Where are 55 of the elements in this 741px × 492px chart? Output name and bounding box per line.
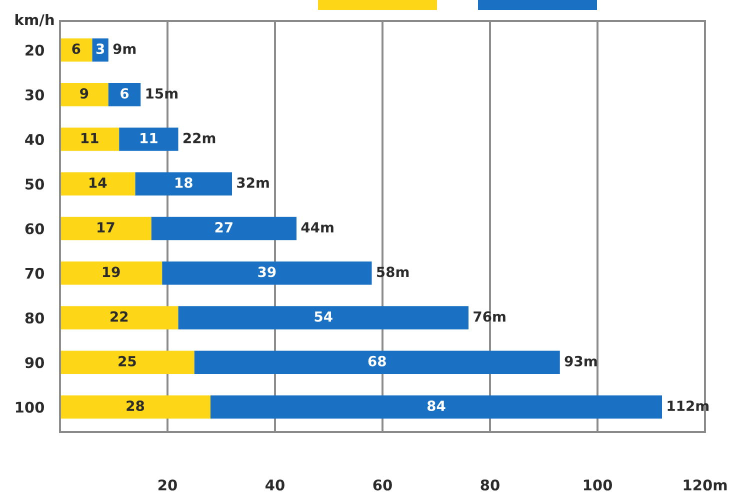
y-tick-label: 20: [26, 44, 44, 56]
bar: [151, 216, 296, 240]
y-tick-label: 80: [25, 312, 44, 324]
x-tick-label: 80: [480, 479, 500, 491]
x-tick-label: 100: [584, 479, 612, 491]
data-label: 6: [72, 44, 80, 54]
y-tick-label: 100: [16, 402, 44, 413]
data-label: 54: [314, 311, 332, 322]
bar: [135, 172, 232, 196]
data-label: 19: [102, 266, 120, 278]
y-tick-label: 90: [25, 357, 44, 368]
x-tick-label: 40: [266, 479, 284, 491]
data-label: 22: [110, 311, 128, 322]
bar: [60, 350, 194, 374]
total-label: 9m: [113, 44, 136, 54]
data-label: 25: [118, 356, 136, 366]
bar: [194, 350, 560, 374]
bar: [119, 128, 178, 151]
data-label: 27: [215, 222, 232, 232]
bar: [108, 83, 141, 106]
y-tick-label: 40: [25, 134, 44, 146]
bar: [60, 306, 178, 330]
data-label: 84: [427, 400, 446, 412]
data-label: 39: [258, 266, 276, 278]
x-tick-label: 20: [158, 479, 177, 491]
bar: [162, 262, 372, 285]
data-label: 68: [368, 356, 386, 366]
total-label: 44m: [301, 222, 334, 232]
x-tick-label: 120m: [684, 479, 727, 491]
data-label: 17: [98, 222, 114, 232]
bar: [60, 262, 162, 285]
data-label: 11: [81, 132, 98, 144]
total-label: 32m: [237, 177, 269, 188]
total-label: 93m: [564, 356, 597, 366]
bar: [60, 128, 120, 151]
y-tick-label: 60: [25, 223, 44, 234]
y-tick-label: 50: [26, 178, 44, 190]
bar: [60, 216, 152, 240]
data-label: 11: [140, 132, 158, 144]
data-label: 28: [126, 400, 144, 412]
bar: [178, 306, 468, 330]
bar: [210, 395, 662, 419]
x-tick-label: 60: [373, 479, 392, 491]
data-label: 14: [90, 178, 107, 188]
y-tick-label: 30: [25, 89, 44, 100]
data-label: 3: [96, 44, 104, 54]
data-label: 6: [120, 88, 129, 99]
total-label: 22m: [184, 132, 216, 144]
bar: [60, 172, 136, 196]
bar: [60, 395, 210, 419]
bar: [60, 83, 108, 106]
y-axis-title: km/h: [15, 14, 54, 26]
data-label: 9: [80, 88, 88, 99]
data-label: 18: [176, 177, 192, 188]
y-tick-label: 70: [25, 268, 44, 279]
